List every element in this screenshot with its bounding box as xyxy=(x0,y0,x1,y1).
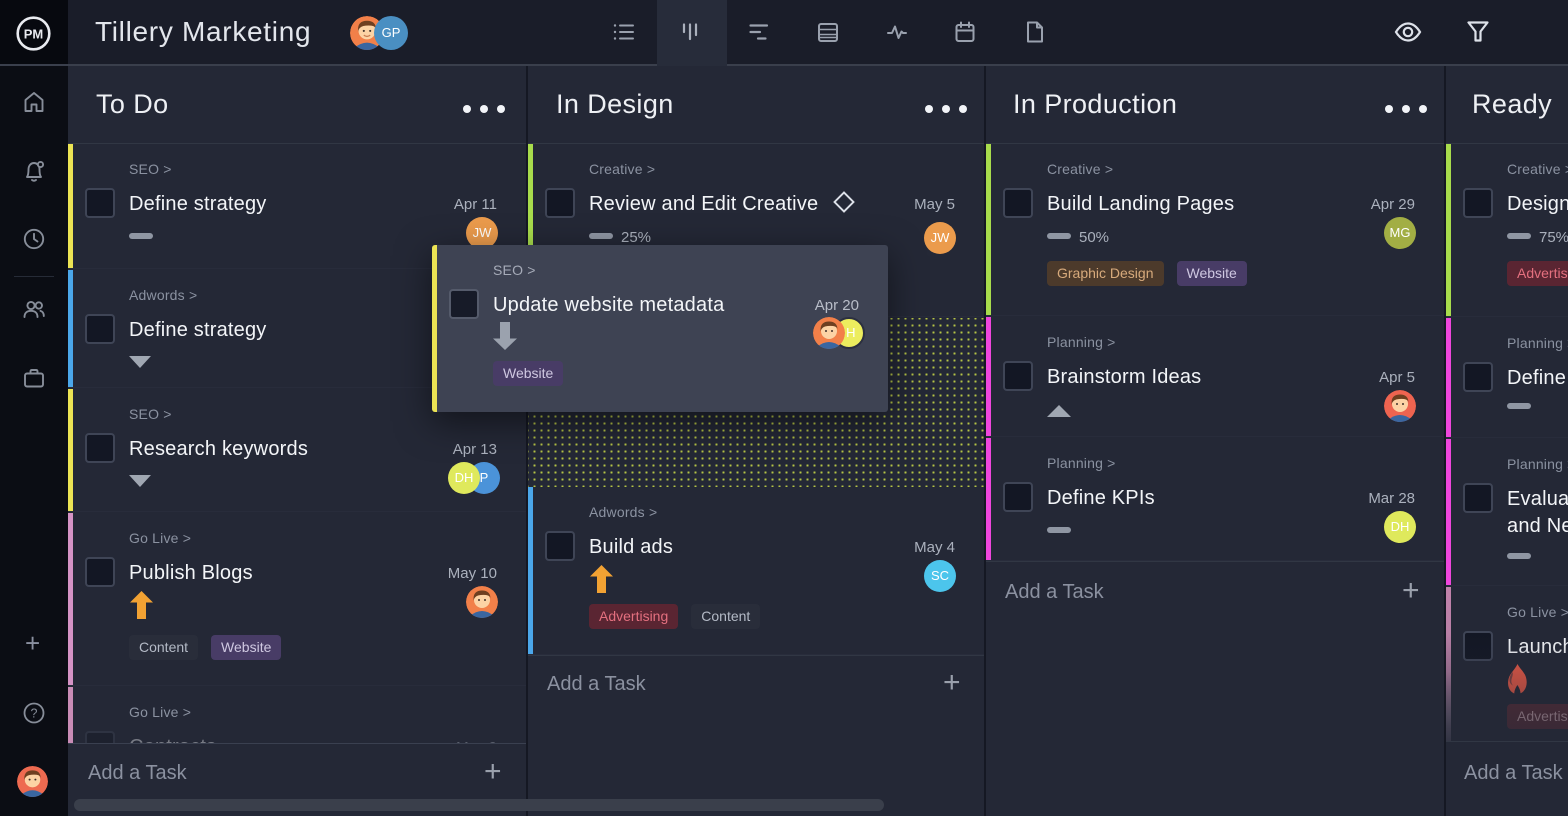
svg-text:?: ? xyxy=(31,707,38,721)
svg-text:PM: PM xyxy=(24,27,44,42)
